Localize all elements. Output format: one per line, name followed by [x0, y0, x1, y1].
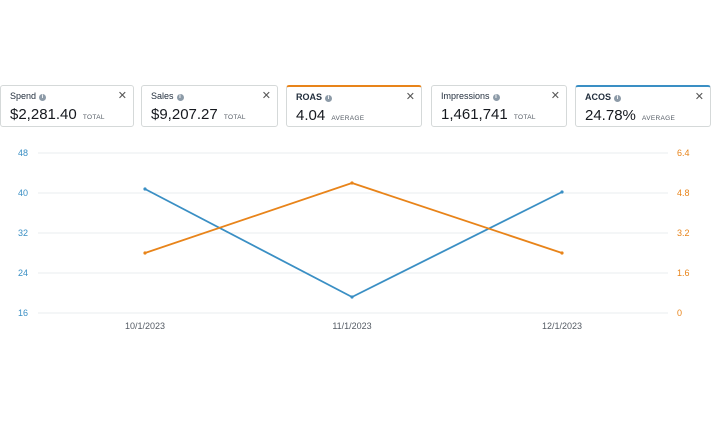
metric-value: 1,461,741 TOTAL	[441, 106, 536, 123]
x-axis-tick: 11/1/2023	[332, 321, 371, 331]
performance-chart: 48 6.4 40 4.8 32 3.2 24 1.6 16 0 10/1/2023 11/1/202…	[18, 148, 690, 331]
x-axis-tick: 10/1/2023	[125, 321, 165, 331]
info-icon[interactable]: i	[39, 94, 47, 101]
data-point-roas	[143, 251, 147, 255]
left-axis-tick: 24	[18, 268, 28, 278]
left-axis-tick: 16	[18, 308, 28, 318]
info-icon[interactable]: i	[176, 94, 184, 101]
data-point-acos	[143, 187, 147, 191]
metric-card-impressions[interactable]: Impressions i ✕ 1,461,741 TOTAL	[431, 85, 567, 127]
x-axis-tick: 12/1/2023	[542, 321, 582, 331]
right-axis-tick: 1.6	[677, 268, 690, 278]
info-icon[interactable]: i	[492, 94, 500, 101]
metric-value: 4.04 AVERAGE	[296, 107, 365, 124]
metric-card-roas[interactable]: ROAS i ✕ 4.04 AVERAGE	[286, 85, 422, 127]
left-axis-tick: 40	[18, 188, 28, 198]
metric-title: Spend i	[10, 91, 47, 101]
left-axis-tick: 48	[18, 148, 28, 158]
metric-value: $9,207.27 TOTAL	[151, 106, 246, 123]
metric-card-spend[interactable]: Spend i ✕ $2,281.40 TOTAL	[0, 85, 134, 127]
info-icon[interactable]: i	[325, 95, 333, 102]
left-axis-tick: 32	[18, 228, 28, 238]
metric-title: ROAS i	[296, 92, 333, 102]
metric-title: ACOS i	[585, 92, 622, 102]
right-axis-tick: 6.4	[677, 148, 690, 158]
close-icon[interactable]: ✕	[694, 91, 704, 103]
data-point-acos	[350, 295, 354, 299]
data-point-acos	[560, 190, 564, 194]
series-line-acos	[144, 188, 563, 298]
metric-card-sales[interactable]: Sales i ✕ $9,207.27 TOTAL	[141, 85, 278, 127]
metric-title: Impressions i	[441, 91, 500, 101]
metric-value: $2,281.40 TOTAL	[10, 106, 105, 123]
data-point-roas	[560, 251, 564, 255]
info-icon[interactable]: i	[614, 95, 622, 102]
right-axis-tick: 0	[677, 308, 682, 318]
data-point-roas	[350, 181, 354, 185]
close-icon[interactable]: ✕	[261, 90, 271, 102]
metric-title: Sales i	[151, 91, 184, 101]
right-axis-tick: 3.2	[677, 228, 690, 238]
right-axis-tick: 4.8	[677, 188, 690, 198]
close-icon[interactable]: ✕	[405, 91, 415, 103]
metric-cards: Spend i ✕ $2,281.40 TOTAL Sales i ✕ $9,207…	[0, 85, 712, 129]
metric-value: 24.78% AVERAGE	[585, 107, 676, 124]
close-icon[interactable]: ✕	[550, 90, 560, 102]
metric-card-acos[interactable]: ACOS i ✕ 24.78% AVERAGE	[575, 85, 711, 127]
close-icon[interactable]: ✕	[117, 90, 127, 102]
